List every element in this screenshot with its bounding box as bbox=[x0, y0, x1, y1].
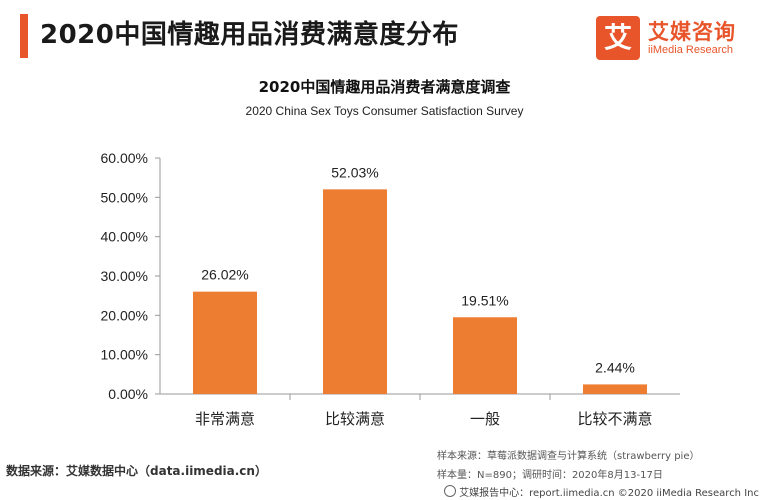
bar bbox=[583, 384, 647, 394]
data-label: 26.02% bbox=[201, 267, 248, 283]
y-tick-label: 30.00% bbox=[101, 268, 148, 284]
footer-text: 艾媒报告中心：report.iimedia.cn ©2020 iiMedia R… bbox=[459, 488, 759, 499]
report-center-icon bbox=[444, 485, 457, 497]
y-tick-label: 10.00% bbox=[101, 347, 148, 363]
data-label: 52.03% bbox=[331, 164, 378, 180]
logo-name-cn: 艾媒咨询 bbox=[648, 20, 736, 44]
x-tick-label: 比较满意 bbox=[325, 410, 385, 428]
y-tick-label: 20.00% bbox=[101, 307, 148, 323]
y-tick-label: 60.00% bbox=[101, 150, 148, 166]
logo-mark-icon: 艾 bbox=[596, 16, 640, 60]
page-title: 2020中国情趣用品消费满意度分布 bbox=[40, 20, 459, 50]
logo-name-en: iiMedia Research bbox=[648, 44, 733, 56]
x-tick-label: 一般 bbox=[470, 410, 500, 428]
data-source: 数据来源：艾媒数据中心（data.iimedia.cn） bbox=[6, 464, 267, 478]
x-tick-label: 非常满意 bbox=[195, 410, 255, 428]
chart-title: 2020中国情趣用品消费者满意度调查 bbox=[258, 78, 511, 96]
sample-size-note: 样本量：N=890；调研时间：2020年8月13-17日 bbox=[437, 470, 663, 481]
y-tick-label: 40.00% bbox=[101, 229, 148, 245]
footer-credit: 艾媒报告中心：report.iimedia.cn ©2020 iiMedia R… bbox=[444, 484, 759, 499]
title-accent-bar bbox=[20, 14, 28, 58]
y-tick-label: 0.00% bbox=[108, 386, 148, 402]
x-tick-label: 比较不满意 bbox=[577, 410, 652, 428]
iimedia-logo: 艾 艾媒咨询 iiMedia Research bbox=[596, 16, 761, 64]
bar bbox=[453, 317, 517, 394]
sample-source-note: 样本来源：草莓派数据调查与计算系统（strawberry pie） bbox=[437, 451, 700, 462]
chart-subtitle: 2020 China Sex Toys Consumer Satisfactio… bbox=[245, 104, 524, 118]
data-label: 19.51% bbox=[461, 292, 508, 308]
data-label: 2.44% bbox=[595, 359, 635, 375]
bar bbox=[193, 291, 257, 394]
bar bbox=[323, 189, 387, 394]
y-tick-label: 50.00% bbox=[101, 189, 148, 205]
